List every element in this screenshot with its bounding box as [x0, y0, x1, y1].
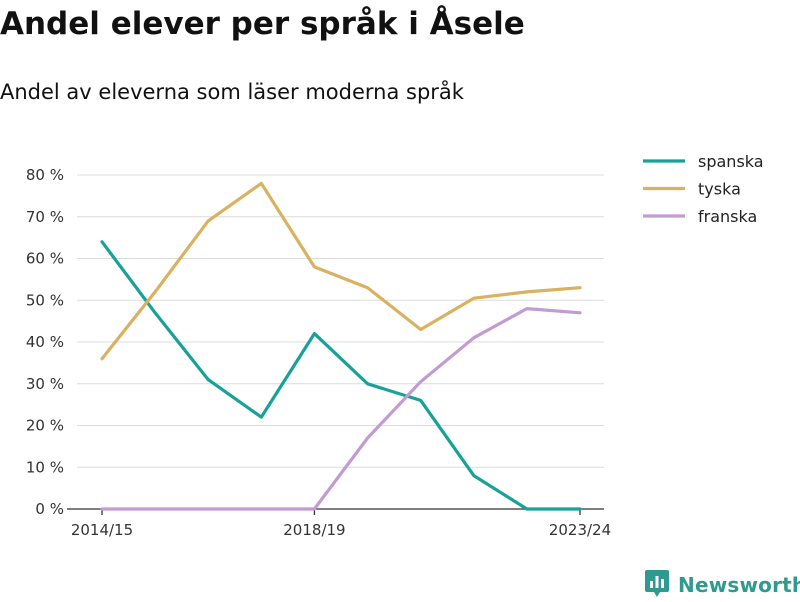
y-tick-label: 60 %	[26, 250, 64, 268]
series-line-spanska	[100, 240, 582, 511]
brand-name: Newsworthy	[678, 573, 800, 597]
legend-label-franska: franska	[698, 207, 757, 226]
legend-label-spanska: spanska	[698, 152, 764, 171]
y-tick-label: 0 %	[35, 500, 64, 518]
chart-title: Andel elever per språk i Åsele	[0, 6, 525, 42]
y-tick-label: 80 %	[26, 166, 64, 184]
chart-subtitle: Andel av eleverna som läser moderna språ…	[0, 80, 464, 104]
y-tick-label: 20 %	[26, 417, 64, 435]
x-tick-label: 2014/15	[71, 521, 133, 539]
x-axis: 2014/15 2018/19 2023/24	[67, 508, 611, 539]
series-line-franska	[100, 307, 582, 511]
y-tick-label: 10 %	[26, 458, 64, 476]
x-tick-label: 2018/19	[283, 521, 345, 539]
legend: spanska tyska franska	[643, 152, 764, 226]
newsworthy-logo-icon	[644, 568, 670, 602]
brand-logo: Newsworthy	[644, 570, 800, 600]
y-tick-label: 40 %	[26, 333, 64, 351]
y-axis-ticks: 0 % 10 % 20 % 30 % 40 % 50 % 60 % 70 % 80 %	[26, 166, 64, 518]
x-tick-label: 2023/24	[549, 521, 611, 539]
series-line-tyska	[100, 181, 582, 361]
grid-lines	[77, 174, 604, 468]
y-tick-label: 30 %	[26, 375, 64, 393]
legend-label-tyska: tyska	[698, 180, 741, 199]
y-tick-label: 50 %	[26, 291, 64, 309]
y-tick-label: 70 %	[26, 208, 64, 226]
series-lines	[100, 181, 582, 511]
